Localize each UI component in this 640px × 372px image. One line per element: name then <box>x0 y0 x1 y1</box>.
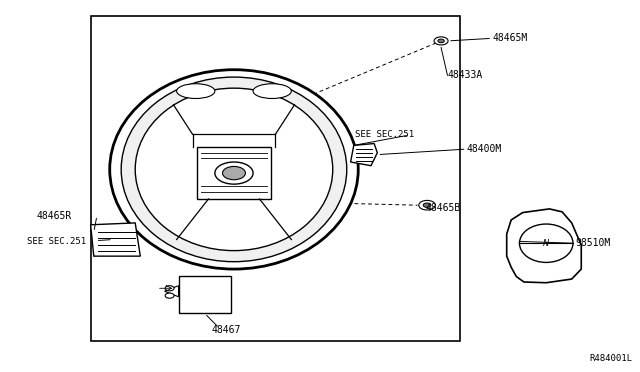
Circle shape <box>165 286 174 291</box>
Circle shape <box>215 162 253 184</box>
Polygon shape <box>351 144 378 166</box>
Circle shape <box>438 39 444 43</box>
Text: SEE SEC.251: SEE SEC.251 <box>355 130 414 139</box>
Ellipse shape <box>520 224 573 262</box>
Circle shape <box>165 293 174 298</box>
Ellipse shape <box>253 84 291 99</box>
Text: R484001L: R484001L <box>589 354 632 363</box>
Text: 48465R: 48465R <box>36 211 72 221</box>
Circle shape <box>223 166 246 180</box>
Text: 48433A: 48433A <box>447 70 483 80</box>
Text: 48465B: 48465B <box>425 203 460 213</box>
Text: SEE SEC.251: SEE SEC.251 <box>27 237 86 246</box>
Polygon shape <box>507 209 581 283</box>
Circle shape <box>423 203 431 208</box>
Polygon shape <box>164 286 179 297</box>
Circle shape <box>434 37 448 45</box>
Text: 48465M: 48465M <box>492 33 527 43</box>
Ellipse shape <box>121 77 347 262</box>
Text: N: N <box>543 240 549 248</box>
Bar <box>197 147 271 199</box>
Polygon shape <box>91 223 140 256</box>
Circle shape <box>419 201 435 210</box>
Ellipse shape <box>135 88 333 251</box>
Text: 98510M: 98510M <box>575 238 610 248</box>
Bar <box>179 276 231 313</box>
Text: 48467: 48467 <box>212 325 241 335</box>
Ellipse shape <box>177 84 215 99</box>
Bar <box>91 16 460 341</box>
Ellipse shape <box>109 70 358 269</box>
Text: 48400M: 48400M <box>467 144 502 154</box>
